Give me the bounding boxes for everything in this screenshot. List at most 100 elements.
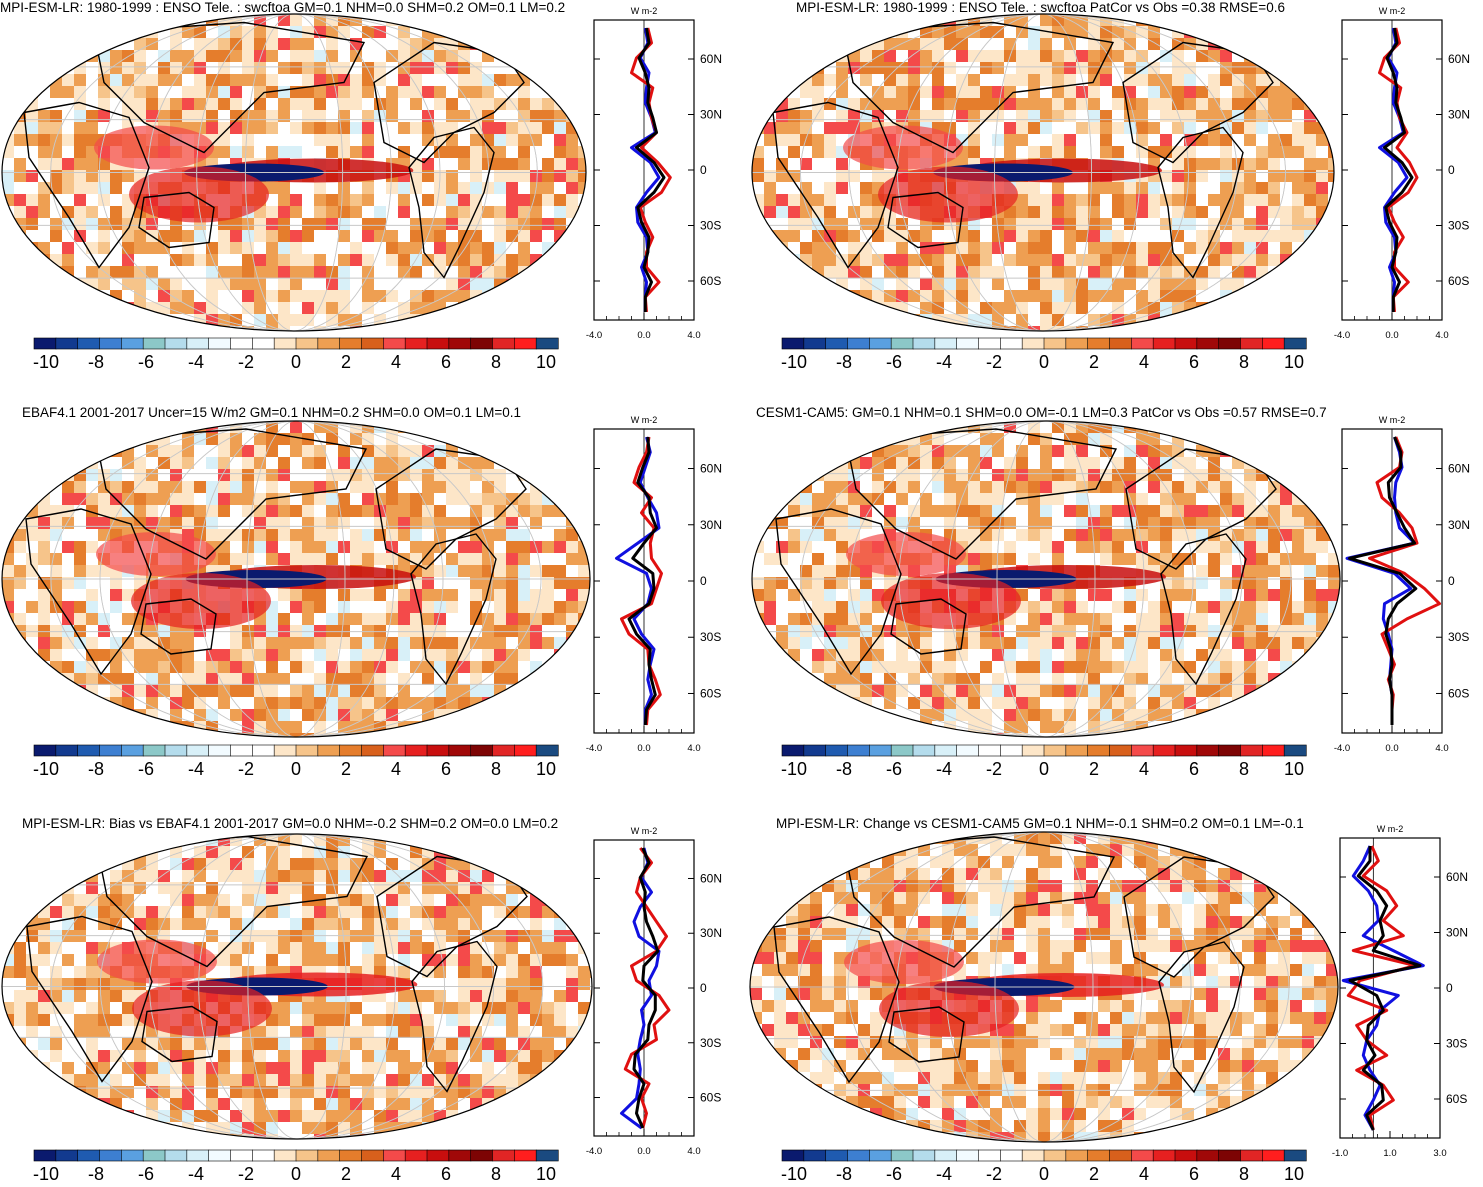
colorbar-swatch [803, 1149, 827, 1162]
colorbar-swatch [535, 744, 559, 757]
colorbar-swatch [186, 337, 210, 350]
colorbar-swatch [339, 337, 363, 350]
zonal-series-black [632, 847, 660, 1129]
continent-outline [373, 41, 525, 164]
colorbar-tick-label: 4 [1139, 352, 1149, 372]
colorbar-swatch [230, 337, 253, 350]
panel-4: CESM1-CAM5: GM=0.1 NHM=0.1 SHM=0.0 OM=-0… [748, 405, 1483, 798]
colorbar-tick-label: 8 [1239, 759, 1249, 779]
colorbar-tick-label: 4 [1139, 759, 1149, 779]
colorbar-swatch [514, 337, 537, 350]
zonal-units: W m-2 [1379, 415, 1406, 425]
colorbar-swatch [1196, 744, 1220, 757]
map-field [2, 834, 592, 1139]
continent-outline [141, 1005, 218, 1063]
panel-2: MPI-ESM-LR: 1980-1999 : ENSO Tele. : swc… [748, 0, 1483, 393]
colorbar-swatch [1065, 744, 1089, 757]
colorbar-tick-label: -8 [88, 759, 104, 779]
zonal-x-tick-label: 4.0 [1435, 743, 1448, 754]
zonal-y-tick-label: 60S [700, 1091, 721, 1105]
panel-3: EBAF4.1 2001-2017 Uncer=15 W/m2 GM=0.1 N… [0, 405, 741, 798]
colorbar-swatch [1131, 1149, 1154, 1162]
colorbar-swatch [492, 337, 515, 350]
map-border [1, 13, 587, 332]
colorbar-swatch [470, 1149, 494, 1162]
panel-2-svg: -10 -8 -6 -4 -2 0 2 4 6 8 10 W m-2 60N 30N 0 30S 60S -4.0… [751, 6, 1470, 372]
colorbar-swatch [869, 337, 892, 350]
colorbar-tick-label: 10 [1284, 1164, 1304, 1184]
colorbar-swatch [1240, 337, 1263, 350]
colorbar-swatch [934, 744, 958, 757]
colorbar: -10 -8 -6 -4 -2 0 2 4 6 8 10 [781, 744, 1307, 779]
colorbar-swatch [847, 1149, 870, 1162]
colorbar-swatch [1174, 1149, 1198, 1162]
colorbar-tick-label: -8 [88, 352, 104, 372]
colorbar-tick-label: 4 [391, 759, 401, 779]
colorbar-swatch [361, 337, 384, 350]
colorbar-swatch [1021, 744, 1045, 757]
colorbar-swatch [1196, 1149, 1220, 1162]
zonal-mean-plot: W m-2 60N 30N 0 30S 60S -4.0 0.0 4.0 [586, 415, 722, 754]
zonal-y-tick-label: 30N [700, 518, 722, 532]
colorbar-swatch [1109, 337, 1132, 350]
map-border [751, 420, 1341, 738]
continent-outline [1125, 448, 1277, 570]
zonal-x-tick-label: 4.0 [687, 743, 700, 754]
colorbar-swatch [1000, 744, 1023, 757]
continent-outline [888, 1006, 965, 1063]
colorbar-swatch [252, 337, 275, 350]
zonal-y-tick-label: 60N [1446, 870, 1468, 884]
colorbar-tick-label: 10 [536, 759, 556, 779]
zonal-y-tick-label: 0 [700, 574, 707, 588]
colorbar-tick-label: -6 [138, 1164, 154, 1184]
colorbar-swatch [1152, 1149, 1176, 1162]
colorbar-swatch [99, 337, 122, 350]
colorbar-tick-label: -6 [138, 759, 154, 779]
colorbar-swatch [55, 1149, 79, 1162]
colorbar-tick-label: 0 [1039, 759, 1049, 779]
colorbar-tick-label: 0 [1039, 1164, 1049, 1184]
colorbar-swatch [825, 1149, 849, 1162]
colorbar-tick-label: 8 [491, 1164, 501, 1184]
zonal-y-tick-label: 30S [1448, 630, 1469, 644]
continent-outline [95, 428, 368, 560]
colorbar-swatch [978, 1149, 1001, 1162]
zonal-series-red [620, 436, 663, 726]
colorbar-tick-label: -2 [238, 1164, 254, 1184]
colorbar-swatch [869, 744, 892, 757]
colorbar-swatch [164, 1149, 188, 1162]
zonal-x-tick-label: -4.0 [586, 743, 602, 754]
colorbar-tick-label: 0 [1039, 352, 1049, 372]
colorbar-swatch [383, 744, 406, 757]
colorbar-swatch [361, 1149, 384, 1162]
colorbar-swatch [273, 1149, 297, 1162]
colorbar-swatch [1000, 1149, 1023, 1162]
colorbar-swatch [978, 337, 1001, 350]
colorbar-swatch [339, 1149, 363, 1162]
colorbar-swatch [339, 744, 363, 757]
colorbar-tick-label: -10 [781, 352, 807, 372]
colorbar-swatch [1021, 337, 1045, 350]
colorbar-tick-label: -10 [33, 759, 59, 779]
map-field [2, 14, 586, 331]
zonal-y-tick-label: 0 [700, 163, 707, 177]
zonal-y-tick-label: 60N [1448, 52, 1470, 66]
map-field [752, 421, 1340, 737]
colorbar-swatch [1043, 337, 1067, 350]
colorbar-swatch [404, 1149, 428, 1162]
colorbar: -10 -8 -6 -4 -2 0 2 4 6 8 10 [33, 1149, 559, 1184]
colorbar-swatch [448, 744, 472, 757]
colorbar-swatch [847, 744, 870, 757]
zonal-units: W m-2 [631, 415, 658, 425]
panel-2-title: MPI-ESM-LR: 1980-1999 : ENSO Tele. : swc… [796, 0, 1285, 15]
colorbar-tick-label: -2 [238, 759, 254, 779]
colorbar-swatch [164, 744, 188, 757]
colorbar-swatch [317, 744, 341, 757]
zonal-y-tick-label: 60N [700, 871, 722, 885]
zonal-units: W m-2 [1379, 6, 1406, 16]
continent-outline [843, 836, 1116, 968]
colorbar-swatch [142, 337, 166, 350]
colorbar-tick-label: 6 [1189, 352, 1199, 372]
colorbar-swatch [1000, 337, 1023, 350]
zonal-y-tick-label: 0 [1448, 163, 1455, 177]
